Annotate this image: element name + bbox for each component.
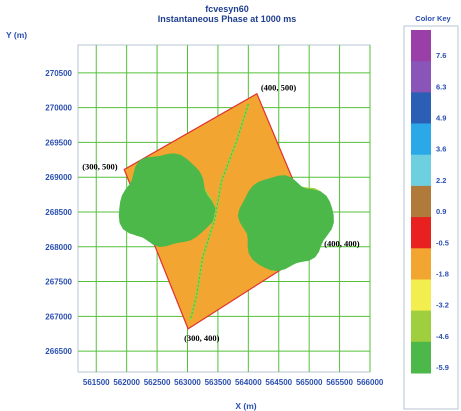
color-key-swatch <box>411 30 431 62</box>
x-axis-label: X (m) <box>235 401 256 411</box>
color-key-title: Color Key <box>415 14 451 23</box>
x-tick-label: 563000 <box>174 378 201 387</box>
anomaly-core <box>264 203 305 245</box>
dataset-name: fcvesyn60 <box>205 4 249 14</box>
color-key-label: -5.9 <box>436 363 449 372</box>
color-key-label: -4.6 <box>436 332 449 341</box>
color-key-label: 2.2 <box>436 176 446 185</box>
color-key-label: -0.5 <box>436 238 449 247</box>
color-key: Color Key 7.6 6.3 4.9 3.6 2.2 0.9 -0.5 -1.8 -3.2… <box>403 14 459 410</box>
y-axis-label: Y (m) <box>6 30 27 40</box>
color-key-swatch <box>411 217 431 249</box>
tick-label-layer: 561500 562000 562500 563000 563500 564000 5645… <box>45 69 384 387</box>
y-tick-label: 268500 <box>45 208 72 217</box>
color-key-label: 4.9 <box>436 114 446 123</box>
x-tick-label: 565000 <box>296 378 323 387</box>
color-key-label: -3.2 <box>436 301 449 310</box>
y-tick-label: 269000 <box>45 173 72 182</box>
color-key-swatch <box>411 310 431 343</box>
corner-label: (400, 500) <box>261 83 297 93</box>
chart-title: Instantaneous Phase at 1000 ms <box>158 14 297 24</box>
corner-label: (300, 500) <box>82 162 118 172</box>
y-tick-label: 270000 <box>45 104 72 113</box>
color-key-label: -1.8 <box>436 270 449 279</box>
y-tick-label: 266500 <box>45 347 72 356</box>
left-anomaly <box>118 153 216 247</box>
color-key-swatch <box>411 61 431 93</box>
color-key-swatch <box>411 248 431 280</box>
x-tick-label: 564000 <box>235 378 262 387</box>
y-tick-label: 267500 <box>45 278 72 287</box>
y-tick-label: 269500 <box>45 138 72 147</box>
y-tick-label: 270500 <box>45 69 72 78</box>
corner-label-layer: (300, 500) (400, 500) (400, 400) (300, 400) <box>82 83 359 343</box>
x-tick-label: 563500 <box>205 378 232 387</box>
right-anomaly <box>237 175 334 272</box>
color-key-swatch <box>411 341 431 374</box>
color-key-label: 7.6 <box>436 51 446 60</box>
x-tick-label: 565500 <box>326 378 353 387</box>
color-key-swatch <box>411 92 431 125</box>
x-tick-label: 562000 <box>113 378 140 387</box>
survey-layer <box>118 92 334 330</box>
y-tick-label: 267000 <box>45 312 72 321</box>
x-tick-label: 562500 <box>144 378 171 387</box>
color-key-swatch <box>411 154 431 187</box>
color-key-swatch <box>411 123 431 156</box>
channel-feature-core <box>190 103 249 320</box>
anomaly-core <box>146 181 188 222</box>
color-key-swatch <box>411 279 431 312</box>
color-key-label: 0.9 <box>436 207 446 216</box>
x-tick-label: 564500 <box>265 378 292 387</box>
corner-label: (400, 400) <box>324 239 360 249</box>
x-tick-label: 561500 <box>83 378 110 387</box>
corner-label: (300, 400) <box>184 333 220 343</box>
color-key-label: 3.6 <box>436 145 446 154</box>
color-key-swatch <box>411 185 431 218</box>
x-tick-label: 566000 <box>357 378 384 387</box>
color-key-label: 6.3 <box>436 82 446 91</box>
y-tick-label: 268000 <box>45 243 72 252</box>
